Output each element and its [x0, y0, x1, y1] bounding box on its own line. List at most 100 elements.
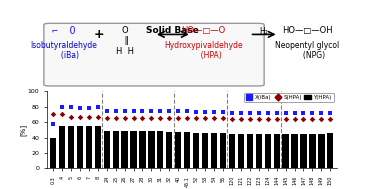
Point — [211, 117, 217, 120]
Point — [238, 112, 244, 115]
Bar — [256, 134, 262, 168]
Point — [220, 117, 226, 120]
Point — [68, 115, 74, 118]
Bar — [238, 134, 244, 168]
Point — [247, 118, 253, 121]
Point — [327, 118, 333, 121]
Bar — [282, 134, 289, 168]
Point — [318, 112, 324, 115]
Bar — [50, 138, 56, 168]
Point — [157, 109, 163, 112]
Bar — [104, 131, 110, 168]
Bar — [184, 132, 190, 168]
Bar — [291, 134, 298, 168]
Bar — [318, 134, 325, 168]
Point — [86, 107, 92, 110]
Point — [193, 111, 199, 114]
Point — [309, 112, 315, 115]
Text: +: + — [94, 28, 104, 41]
Text: O
 ‖
H  H: O ‖ H H — [116, 26, 134, 56]
Point — [193, 117, 199, 120]
Point — [104, 109, 110, 112]
Point — [318, 118, 324, 121]
Bar — [273, 134, 280, 168]
Point — [166, 109, 172, 112]
Bar — [309, 134, 316, 168]
Point — [122, 109, 128, 112]
Point — [148, 117, 154, 120]
Point — [300, 112, 306, 115]
Bar — [327, 133, 334, 168]
Text: HO—□—OH: HO—□—OH — [282, 26, 333, 35]
Text: Neopentyl glycol
     (NPG): Neopentyl glycol (NPG) — [276, 41, 340, 60]
Point — [274, 118, 280, 121]
Legend: X(iBa), S(HPA), Y(HPA): X(iBa), S(HPA), Y(HPA) — [244, 93, 334, 102]
Bar — [264, 134, 271, 168]
Bar — [175, 132, 181, 168]
Bar — [300, 134, 307, 168]
X-axis label: Time-on-stream [h]: Time-on-stream [h] — [158, 188, 226, 189]
FancyBboxPatch shape — [44, 23, 264, 86]
Point — [256, 118, 262, 121]
Point — [229, 118, 235, 121]
Point — [265, 112, 271, 115]
Point — [113, 109, 119, 112]
Text: H₂: H₂ — [260, 27, 269, 36]
Point — [327, 112, 333, 115]
Point — [265, 118, 271, 121]
Bar — [113, 131, 119, 168]
Bar — [211, 133, 217, 168]
Point — [274, 112, 280, 115]
Point — [184, 109, 190, 112]
Point — [238, 118, 244, 121]
Point — [59, 113, 65, 116]
Bar — [202, 133, 208, 168]
Point — [140, 109, 145, 112]
Point — [166, 117, 172, 120]
Point — [157, 117, 163, 120]
Point — [184, 117, 190, 120]
Point — [50, 122, 56, 125]
Text: ⌐  O: ⌐ O — [52, 26, 76, 36]
Y-axis label: [%]: [%] — [19, 124, 26, 136]
Point — [95, 105, 101, 108]
Bar — [247, 134, 253, 168]
Point — [131, 117, 137, 120]
Bar — [95, 126, 101, 168]
Bar — [193, 133, 199, 168]
Point — [283, 112, 289, 115]
Point — [86, 115, 92, 118]
Bar — [166, 132, 172, 168]
Point — [113, 117, 119, 120]
Bar — [86, 126, 92, 168]
Point — [309, 118, 315, 121]
Bar — [77, 126, 83, 168]
Point — [50, 113, 56, 116]
Text: Hydroxypivaldehyde
       (HPA): Hydroxypivaldehyde (HPA) — [164, 41, 243, 60]
Bar — [229, 134, 235, 168]
Point — [59, 105, 65, 108]
Point — [256, 112, 262, 115]
Point — [283, 118, 289, 121]
Point — [68, 105, 74, 108]
Text: HO—□—O: HO—□—O — [181, 26, 226, 35]
Bar — [220, 133, 226, 168]
Point — [122, 117, 128, 120]
Point — [292, 112, 298, 115]
Point — [77, 107, 83, 110]
Point — [104, 117, 110, 120]
Text: Solid Base: Solid Base — [146, 26, 199, 35]
Point — [211, 111, 217, 114]
Point — [202, 111, 208, 114]
Point — [77, 115, 83, 118]
Point — [229, 112, 235, 115]
Text: Isobutyraldehyde
     (iBa): Isobutyraldehyde (iBa) — [31, 41, 98, 60]
Point — [175, 109, 181, 112]
Bar — [157, 131, 163, 168]
Point — [292, 118, 298, 121]
Point — [247, 112, 253, 115]
Bar — [68, 126, 74, 168]
Bar — [131, 131, 137, 168]
Point — [202, 117, 208, 120]
Bar — [148, 131, 154, 168]
